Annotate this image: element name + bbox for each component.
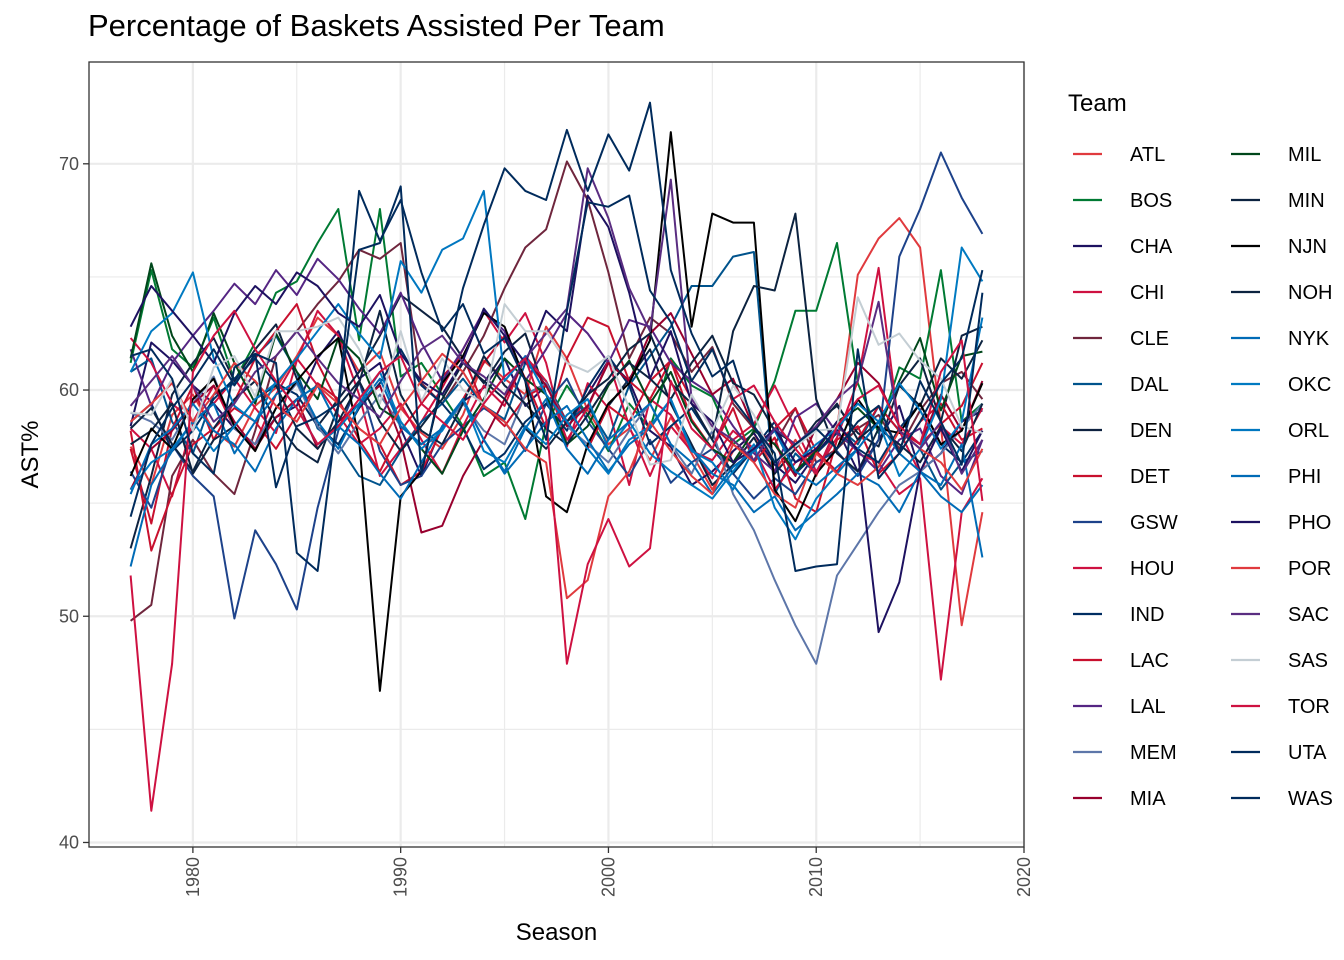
legend-label: NJN	[1288, 236, 1327, 258]
legend-item-tor: TOR	[1231, 696, 1330, 718]
legend-label: GSW	[1130, 512, 1178, 534]
legend-label: NOH	[1288, 282, 1332, 304]
y-axis-ticks: 40 50 60 70	[59, 154, 89, 852]
chart-title: Percentage of Baskets Assisted Per Team	[88, 8, 665, 43]
y-tick-label: 60	[59, 380, 79, 400]
legend-label: OKC	[1288, 374, 1331, 396]
series-line-nyk	[129, 384, 984, 532]
x-tick-label: 1980	[183, 857, 203, 897]
x-axis-ticks: 1980 1990 2000 2010 2020	[183, 847, 1034, 897]
series-line-phi	[129, 377, 984, 567]
legend-item-cha: CHA	[1073, 236, 1173, 258]
series-line-lal	[129, 257, 984, 496]
legend-item-min: MIN	[1231, 190, 1325, 212]
legend-item-phi: PHI	[1231, 466, 1321, 488]
x-tick-label: 1990	[391, 857, 411, 897]
legend-item-dal: DAL	[1073, 374, 1169, 396]
legend-item-bos: BOS	[1073, 190, 1172, 212]
x-axis-title: Season	[516, 919, 597, 946]
legend-item-orl: ORL	[1231, 420, 1329, 442]
series-line-was	[130, 101, 984, 572]
legend-item-sas: SAS	[1231, 650, 1328, 672]
legend-label: MIL	[1288, 144, 1321, 166]
legend-label: LAC	[1130, 650, 1169, 672]
legend-label: MEM	[1130, 742, 1177, 764]
y-tick-label: 50	[59, 606, 79, 626]
series-line-uta	[129, 189, 984, 572]
legend-label: IND	[1130, 604, 1164, 626]
series-line-okc	[129, 246, 984, 541]
legend-label: MIA	[1130, 788, 1166, 810]
x-tick-label: 2010	[806, 857, 826, 897]
legend-label: CLE	[1130, 328, 1169, 350]
legend-item-gsw: GSW	[1073, 512, 1178, 534]
x-tick-label: 2020	[1014, 857, 1034, 897]
legend-label: SAS	[1288, 650, 1328, 672]
legend-item-chi: CHI	[1073, 282, 1164, 304]
x-tick-label: 2000	[598, 857, 618, 897]
legend-item-mil: MIL	[1231, 144, 1321, 166]
legend-label: CHA	[1130, 236, 1173, 258]
legend-item-nyk: NYK	[1231, 328, 1330, 350]
legend-item-lal: LAL	[1073, 696, 1166, 718]
legend-item-ind: IND	[1073, 604, 1164, 626]
legend-item-sac: SAC	[1231, 604, 1329, 626]
legend-label: BOS	[1130, 190, 1172, 212]
legend-label: CHI	[1130, 282, 1164, 304]
legend-label: ATL	[1130, 144, 1165, 166]
series-line-mia	[129, 312, 984, 534]
legend-item-cle: CLE	[1073, 328, 1169, 350]
legend-label: PHO	[1288, 512, 1331, 534]
panel-border	[88, 61, 1025, 848]
series-lines	[129, 101, 984, 812]
legend-item-okc: OKC	[1231, 374, 1331, 396]
legend-label: HOU	[1130, 558, 1174, 580]
legend-label: DET	[1130, 466, 1170, 488]
legend-label: WAS	[1288, 788, 1333, 810]
legend-item-njn: NJN	[1231, 236, 1327, 258]
legend: Team ATL BOS CHA CHI CLE DAL DEN DET GSW HOU IND LA…	[1068, 90, 1333, 810]
legend-title: Team	[1068, 90, 1127, 117]
series-line-orl	[129, 189, 984, 491]
legend-item-pho: PHO	[1231, 512, 1331, 534]
legend-label: NYK	[1288, 328, 1330, 350]
legend-item-atl: ATL	[1073, 144, 1165, 166]
y-tick-label: 40	[59, 832, 79, 852]
legend-item-mia: MIA	[1073, 788, 1166, 810]
series-line-noh	[129, 212, 984, 473]
series-line-sac	[129, 167, 984, 475]
legend-item-det: DET	[1073, 466, 1170, 488]
legend-label: POR	[1288, 558, 1331, 580]
legend-label: DAL	[1130, 374, 1169, 396]
y-tick-label: 70	[59, 154, 79, 174]
legend-items: ATL BOS CHA CHI CLE DAL DEN DET GSW HOU IND LAC LAL M…	[1073, 144, 1333, 810]
legend-item-lac: LAC	[1073, 650, 1169, 672]
legend-label: UTA	[1288, 742, 1327, 764]
series-line-sas	[130, 296, 983, 466]
legend-item-por: POR	[1231, 558, 1331, 580]
legend-item-noh: NOH	[1231, 282, 1332, 304]
legend-label: MIN	[1288, 190, 1325, 212]
legend-label: DEN	[1130, 420, 1172, 442]
series-line-det	[129, 303, 983, 525]
legend-item-mem: MEM	[1073, 742, 1177, 764]
y-axis-title: AST%	[17, 420, 44, 488]
legend-item-hou: HOU	[1073, 558, 1174, 580]
series-line-tor	[129, 309, 984, 812]
legend-label: PHI	[1288, 466, 1321, 488]
legend-label: TOR	[1288, 696, 1330, 718]
legend-label: ORL	[1288, 420, 1329, 442]
legend-item-was: WAS	[1231, 788, 1333, 810]
legend-item-uta: UTA	[1231, 742, 1327, 764]
legend-label: LAL	[1130, 696, 1166, 718]
legend-label: SAC	[1288, 604, 1329, 626]
legend-item-den: DEN	[1073, 420, 1172, 442]
